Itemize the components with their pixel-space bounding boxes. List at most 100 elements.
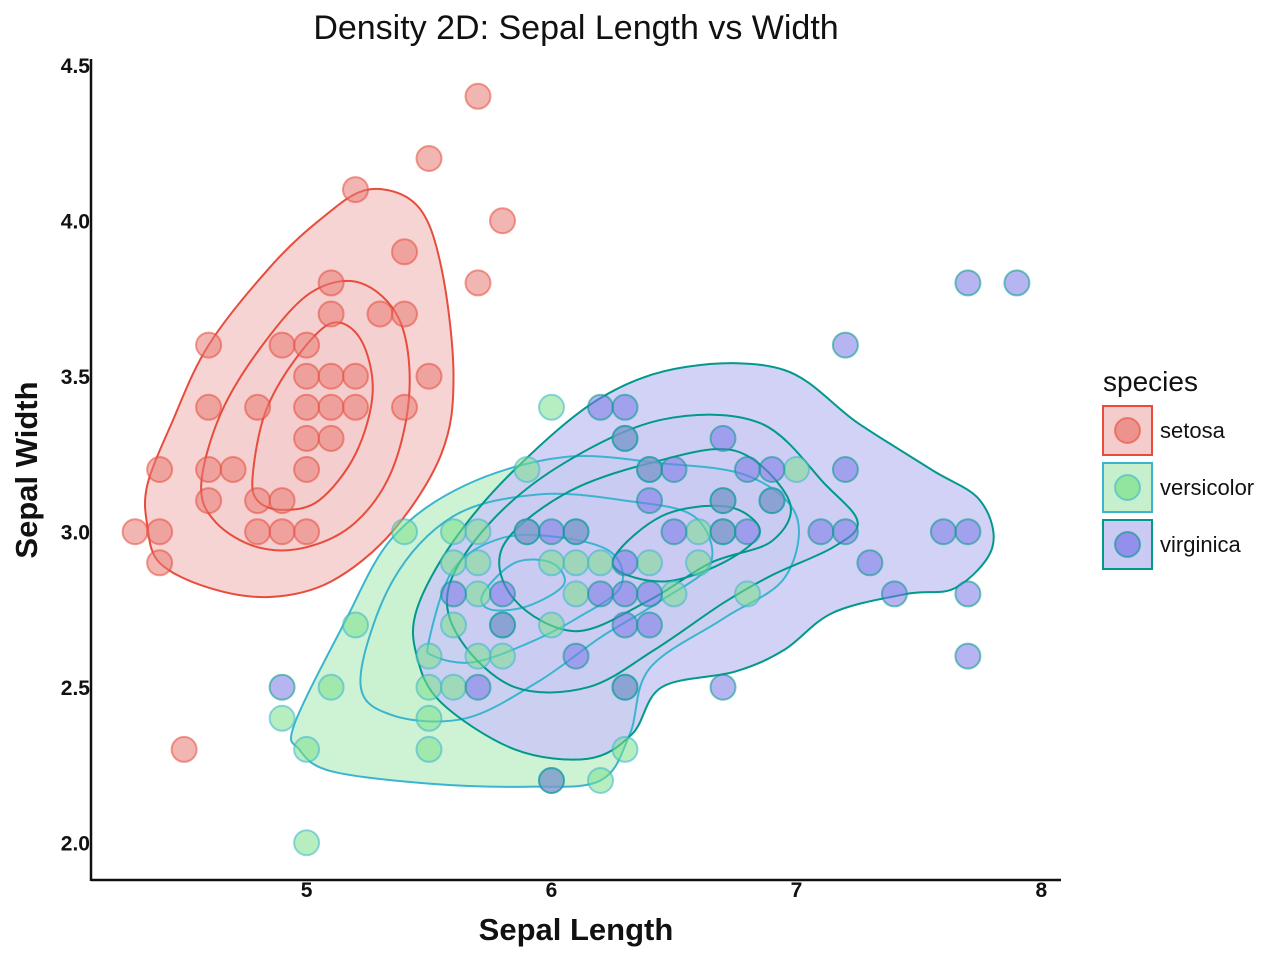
point-virginica	[660, 456, 688, 483]
point-setosa	[195, 487, 223, 515]
point-versicolor	[317, 673, 345, 701]
point-setosa	[317, 424, 345, 452]
point-virginica	[636, 487, 663, 515]
point-setosa	[293, 456, 321, 483]
point-virginica	[856, 549, 884, 577]
point-virginica	[831, 331, 859, 359]
legend-label-setosa: setosa	[1160, 418, 1226, 443]
axes	[89, 59, 1061, 882]
x-tick-label: 5	[301, 879, 313, 902]
point-setosa	[366, 300, 394, 328]
point-setosa	[317, 300, 345, 328]
legend-label-versicolor: versicolor	[1160, 475, 1254, 500]
y-tick-labels: 2.0 2.5 3.0 3.5 4.0 4.5	[61, 55, 91, 855]
point-versicolor	[660, 580, 688, 608]
point-virginica	[880, 580, 908, 608]
point-setosa	[317, 269, 345, 297]
point-virginica	[489, 580, 516, 608]
point-versicolor	[562, 549, 590, 577]
point-versicolor	[293, 829, 321, 857]
legend: species setosa versicolor virginica	[1102, 366, 1254, 570]
point-versicolor	[415, 704, 443, 732]
point-versicolor	[636, 549, 663, 577]
point-virginica	[587, 580, 614, 608]
point-virginica	[587, 393, 614, 421]
point-versicolor	[587, 767, 614, 794]
point-versicolor	[562, 580, 590, 608]
point-versicolor	[391, 518, 418, 546]
point-versicolor	[440, 611, 467, 639]
point-setosa	[342, 176, 369, 204]
chart-title: Density 2D: Sepal Length vs Width	[313, 9, 838, 47]
point-setosa	[170, 735, 198, 763]
point-setosa	[464, 82, 492, 110]
point-virginica	[538, 767, 565, 794]
point-virginica	[734, 456, 761, 483]
point-virginica	[709, 487, 737, 515]
point-virginica	[268, 673, 296, 701]
point-setosa	[195, 393, 223, 421]
point-setosa	[489, 207, 516, 235]
point-virginica	[636, 580, 663, 608]
point-virginica	[562, 642, 590, 670]
point-versicolor	[268, 704, 296, 732]
point-virginica	[831, 518, 859, 546]
point-setosa	[317, 393, 345, 421]
point-versicolor	[587, 549, 614, 577]
point-setosa	[391, 238, 418, 266]
x-axis-title: Sepal Length	[479, 912, 674, 947]
point-virginica	[611, 611, 639, 639]
contour-line-setosa-1	[144, 187, 455, 599]
point-virginica	[929, 518, 957, 546]
point-versicolor	[440, 673, 467, 701]
point-versicolor	[538, 393, 565, 421]
point-versicolor	[440, 549, 467, 577]
y-tick-label: 3.0	[61, 522, 90, 545]
contour-line-versicolor-4	[480, 558, 566, 612]
y-tick-label: 3.5	[61, 366, 91, 389]
point-setosa	[268, 518, 296, 546]
point-virginica	[464, 673, 492, 701]
point-setosa	[244, 518, 272, 546]
legend-marker-setosa	[1114, 417, 1141, 444]
point-versicolor	[293, 735, 321, 763]
point-setosa	[293, 424, 321, 452]
point-virginica	[611, 393, 639, 421]
y-tick-label: 2.0	[61, 833, 90, 856]
point-setosa	[268, 487, 296, 515]
point-versicolor	[489, 642, 516, 670]
point-setosa	[146, 518, 174, 546]
y-tick-label: 4.0	[61, 211, 90, 234]
x-tick-labels: 5 6 7 8	[301, 879, 1048, 902]
point-virginica	[954, 518, 982, 546]
point-virginica	[954, 580, 982, 608]
point-virginica	[807, 518, 835, 546]
point-versicolor	[513, 456, 541, 483]
point-versicolor	[734, 580, 761, 608]
point-virginica	[440, 580, 467, 608]
point-versicolor	[538, 611, 565, 639]
contour-line-versicolor-1	[290, 455, 800, 788]
point-virginica	[562, 518, 590, 546]
point-virginica	[758, 487, 786, 515]
point-virginica	[709, 518, 737, 546]
point-virginica	[709, 673, 737, 701]
point-setosa	[342, 362, 369, 390]
point-setosa	[464, 269, 492, 297]
point-setosa	[146, 456, 174, 483]
point-setosa	[293, 518, 321, 546]
point-virginica	[636, 611, 663, 639]
x-tick-label: 8	[1036, 879, 1048, 902]
contour-line-setosa-2	[200, 279, 411, 552]
point-versicolor	[415, 642, 443, 670]
point-setosa	[415, 145, 443, 172]
legend-marker-virginica	[1114, 531, 1141, 558]
point-versicolor	[783, 456, 810, 483]
point-versicolor	[342, 611, 369, 639]
point-virginica	[734, 518, 761, 546]
point-virginica	[611, 673, 639, 701]
legend-label-virginica: virginica	[1160, 532, 1241, 557]
point-setosa	[219, 456, 247, 483]
contour-line-virginica-1	[411, 362, 995, 761]
point-virginica	[1003, 269, 1031, 297]
